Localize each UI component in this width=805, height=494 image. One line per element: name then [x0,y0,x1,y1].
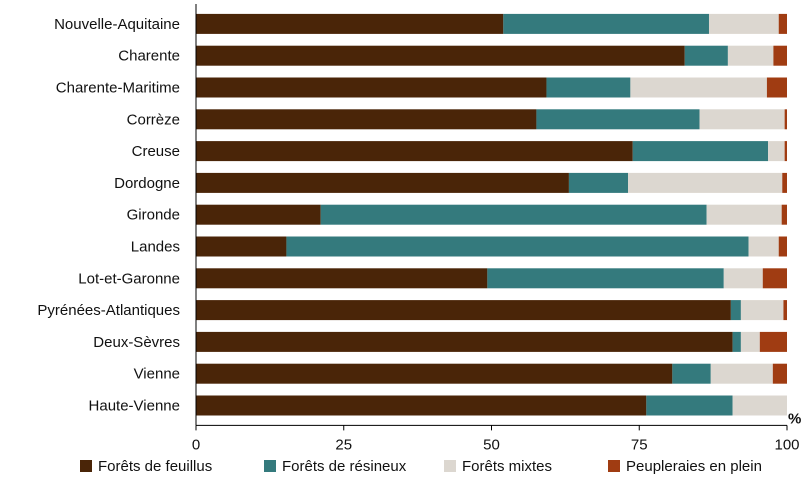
bar-vienne-peupleraies-en-plein [772,363,787,384]
x-tick-label-50: 50 [483,436,500,453]
bar-correze-peupleraies-en-plein [784,109,787,130]
bar-deux-sevres-forets-de-resineux [732,331,741,352]
bar-creuse-forets-mixtes [768,141,785,162]
category-label-haute-vienne: Haute-Vienne [89,398,180,415]
category-label-lot-et-garonne: Lot-et-Garonne [78,270,180,287]
bar-charente-maritime-peupleraies-en-plein [766,77,787,98]
bar-dordogne-peupleraies-en-plein [782,172,787,193]
bar-deux-sevres-peupleraies-en-plein [759,331,787,352]
legend-swatch-peupleraies-en-plein [608,460,620,472]
bar-deux-sevres-forets-de-feuillus [196,331,733,352]
legend-label-forets-de-feuillus: Forêts de feuillus [98,458,212,475]
bar-nouvelle-aquitaine-forets-de-resineux [503,13,709,34]
unit-label: % [788,410,801,427]
category-labels: Nouvelle-Aquitaine Charente Charente-Marit… [37,16,180,415]
bars-layer [196,13,787,416]
bar-charente-forets-de-feuillus [196,45,685,66]
bar-charente-forets-de-resineux [684,45,728,66]
bar-haute-vienne-forets-de-feuillus [196,395,647,416]
legend-label-peupleraies-en-plein: Peupleraies en plein [626,458,762,475]
bar-creuse-forets-de-resineux [632,141,769,162]
category-label-gironde: Gironde [127,207,180,224]
bar-haute-vienne-forets-mixtes [732,395,787,416]
bar-gironde-forets-de-resineux [320,204,707,225]
bar-gironde-forets-de-feuillus [196,204,321,225]
x-axis: 0 25 50 75 100 [192,4,800,453]
bar-correze-forets-mixtes [699,109,785,130]
bar-correze-forets-de-resineux [536,109,700,130]
bar-pyrenees-atlantiques-forets-de-resineux [730,300,741,321]
bar-charente-peupleraies-en-plein [773,45,787,66]
legend-swatch-forets-de-feuillus [80,460,92,472]
bar-vienne-forets-de-feuillus [196,363,673,384]
bar-charente-forets-mixtes [727,45,774,66]
bar-lot-et-garonne-peupleraies-en-plein [762,268,787,289]
category-label-nouvelle-aquitaine: Nouvelle-Aquitaine [54,16,180,33]
bar-dordogne-forets-de-feuillus [196,172,569,193]
bar-nouvelle-aquitaine-peupleraies-en-plein [778,13,787,34]
bar-gironde-forets-mixtes [706,204,782,225]
x-tick-label-75: 75 [631,436,648,453]
bar-landes-peupleraies-en-plein [778,236,787,257]
bar-landes-forets-de-feuillus [196,236,287,257]
bar-creuse-peupleraies-en-plein [784,141,787,162]
bar-charente-maritime-forets-mixtes [630,77,767,98]
category-label-landes: Landes [131,239,180,256]
category-label-charente: Charente [118,48,180,65]
category-label-pyrenees-atlantiques: Pyrénées-Atlantiques [37,302,180,319]
bar-dordogne-forets-mixtes [628,172,783,193]
x-tick-label-25: 25 [335,436,352,453]
legend-swatch-forets-mixtes [444,460,456,472]
category-label-charente-maritime: Charente-Maritime [56,80,180,97]
bar-charente-maritime-forets-de-resineux [546,77,631,98]
legend-swatch-forets-de-resineux [264,460,276,472]
bar-lot-et-garonne-forets-mixtes [723,268,763,289]
category-label-deux-sevres: Deux-Sèvres [93,334,180,351]
bar-lot-et-garonne-forets-de-resineux [487,268,724,289]
bar-landes-forets-de-resineux [286,236,749,257]
category-label-dordogne: Dordogne [114,175,180,192]
legend-label-forets-mixtes: Forêts mixtes [462,458,552,475]
bar-pyrenees-atlantiques-peupleraies-en-plein [783,300,787,321]
bar-creuse-forets-de-feuillus [196,141,633,162]
bar-pyrenees-atlantiques-forets-mixtes [740,300,784,321]
bar-haute-vienne-forets-de-resineux [646,395,733,416]
bar-correze-forets-de-feuillus [196,109,537,130]
bar-pyrenees-atlantiques-forets-de-feuillus [196,300,731,321]
bar-deux-sevres-forets-mixtes [740,331,760,352]
legend: Forêts de feuillus Forêts de résineux Forê… [80,458,762,475]
legend-label-forets-de-resineux: Forêts de résineux [282,458,407,475]
bar-lot-et-garonne-forets-de-feuillus [196,268,488,289]
bar-dordogne-forets-de-resineux [568,172,629,193]
bar-landes-forets-mixtes [748,236,779,257]
category-label-correze: Corrèze [127,111,180,128]
bar-nouvelle-aquitaine-forets-de-feuillus [196,13,504,34]
bar-gironde-peupleraies-en-plein [781,204,787,225]
category-label-vienne: Vienne [134,366,180,383]
bar-charente-maritime-forets-de-feuillus [196,77,547,98]
bar-vienne-forets-de-resineux [672,363,711,384]
category-label-creuse: Creuse [132,143,180,160]
bar-vienne-forets-mixtes [710,363,773,384]
bar-nouvelle-aquitaine-forets-mixtes [708,13,779,34]
x-tick-label-100: 100 [774,436,799,453]
x-tick-label-0: 0 [192,436,200,453]
